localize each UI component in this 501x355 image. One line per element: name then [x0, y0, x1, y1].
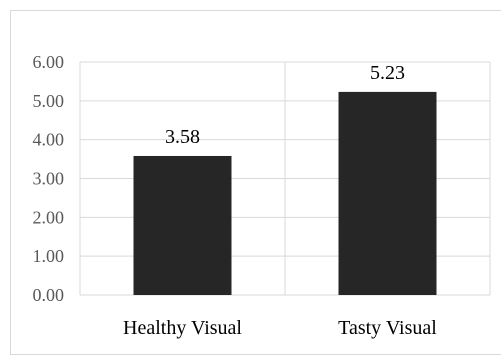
y-tick-label: 4.00: [33, 130, 65, 150]
y-tick-label: 6.00: [33, 52, 65, 72]
y-tick-label: 5.00: [33, 91, 65, 111]
x-axis-category-labels: Healthy Visual Tasty Visual: [123, 317, 437, 339]
category-label: Healthy Visual: [123, 317, 242, 339]
y-tick-label: 1.00: [33, 246, 65, 266]
data-label: 3.58: [165, 126, 200, 148]
data-labels: 3.58 5.23: [165, 62, 405, 148]
bar: [338, 91, 437, 295]
bar-chart: 0.00 1.00 2.00 3.00 4.00 5.00 6.00 3.58 5.23 He…: [33, 52, 491, 339]
y-tick-label: 3.00: [33, 169, 65, 189]
bar: [133, 155, 232, 295]
y-tick-label: 2.00: [33, 207, 65, 227]
y-tick-label: 0.00: [33, 285, 65, 305]
bars: [133, 91, 437, 295]
category-label: Tasty Visual: [338, 317, 437, 339]
data-label: 5.23: [370, 62, 405, 84]
y-axis-tick-labels: 0.00 1.00 2.00 3.00 4.00 5.00 6.00: [33, 52, 65, 305]
